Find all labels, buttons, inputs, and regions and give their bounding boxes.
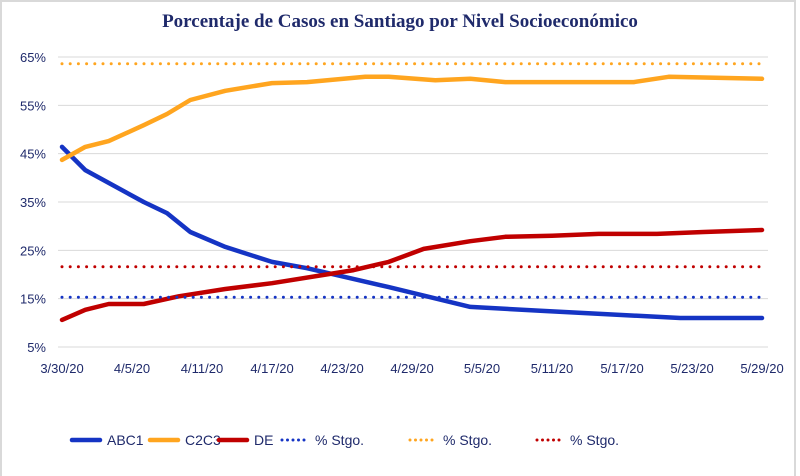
legend-item: % Stgo. — [408, 432, 492, 448]
legend: ABC1 C2C3 DE % Stgo. % Stgo. % Stgo. — [69, 432, 619, 448]
legend-label: DE — [254, 432, 273, 448]
series-line-de — [59, 227, 765, 323]
y-tick-label: 15% — [20, 292, 46, 307]
x-tick-label: 4/5/20 — [114, 361, 150, 376]
x-tick-label: 4/23/20 — [320, 361, 363, 376]
y-tick-label: 65% — [20, 50, 46, 65]
x-tick-label: 4/29/20 — [390, 361, 433, 376]
gridlines — [58, 56, 768, 348]
legend-label: ABC1 — [107, 432, 144, 448]
y-tick-label: 45% — [20, 147, 46, 162]
series-line-c2c3 — [59, 74, 765, 163]
legend-item: C2C3 — [147, 432, 221, 448]
legend-item: DE — [216, 432, 273, 448]
x-axis-ticks: 3/30/20 4/5/20 4/11/20 4/17/20 4/23/20 4/29/2… — [40, 361, 783, 376]
y-tick-label: 35% — [20, 195, 46, 210]
y-axis-ticks: 65% 55% 45% 35% 25% 15% 5% — [20, 50, 46, 355]
x-tick-label: 4/17/20 — [250, 361, 293, 376]
series-line-abc1 — [59, 144, 765, 321]
x-tick-label: 5/17/20 — [600, 361, 643, 376]
legend-item: % Stgo. — [535, 432, 619, 448]
legend-label: % Stgo. — [570, 432, 619, 448]
y-tick-label: 5% — [27, 340, 46, 355]
legend-item: ABC1 — [69, 432, 144, 448]
y-tick-label: 25% — [20, 243, 46, 258]
series-group — [59, 62, 765, 323]
x-tick-label: 3/30/20 — [40, 361, 83, 376]
legend-label: C2C3 — [185, 432, 221, 448]
x-tick-label: 4/11/20 — [181, 361, 223, 376]
x-tick-label: 5/5/20 — [464, 361, 500, 376]
legend-item: % Stgo. — [280, 432, 364, 448]
y-tick-label: 55% — [20, 98, 46, 113]
x-tick-label: 5/29/20 — [740, 361, 783, 376]
legend-label: % Stgo. — [315, 432, 364, 448]
chart-title: Porcentaje de Casos en Santiago por Nive… — [162, 11, 638, 32]
x-tick-label: 5/23/20 — [670, 361, 713, 376]
x-tick-label: 5/11/20 — [531, 361, 573, 376]
legend-label: % Stgo. — [443, 432, 492, 448]
